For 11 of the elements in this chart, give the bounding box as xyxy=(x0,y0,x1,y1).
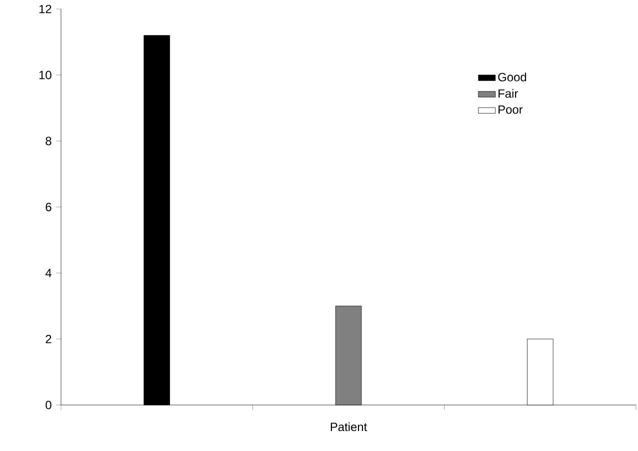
x-axis-title: Patient xyxy=(330,422,368,432)
y-tick-label: 8 xyxy=(46,136,52,146)
y-tick-label: 6 xyxy=(46,202,52,212)
legend-label: Poor xyxy=(498,105,523,114)
y-tick-label: 0 xyxy=(46,400,52,410)
y-tick-label: 10 xyxy=(39,70,52,80)
y-tick-label: 12 xyxy=(39,4,52,14)
legend-label: Good xyxy=(498,72,526,82)
y-tick-label: 4 xyxy=(45,268,52,278)
legend-label: Fair xyxy=(498,89,518,98)
y-tick-label: 2 xyxy=(46,334,52,344)
